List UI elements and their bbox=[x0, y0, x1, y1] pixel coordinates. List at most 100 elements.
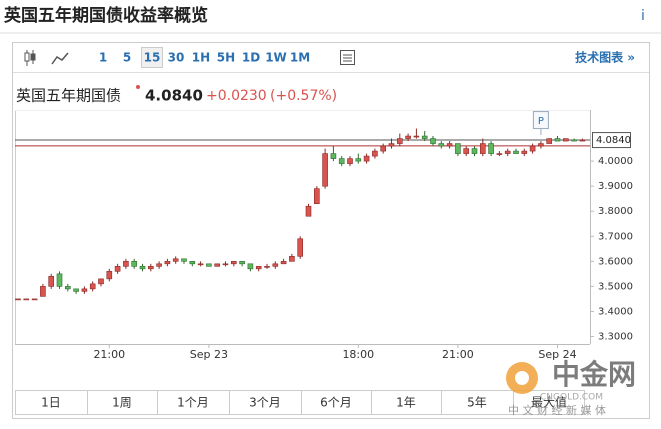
live-dot bbox=[136, 85, 140, 89]
candle-body bbox=[181, 258, 187, 262]
candle-body bbox=[139, 266, 146, 270]
candle-body bbox=[313, 188, 320, 204]
candle-icon[interactable] bbox=[24, 50, 36, 66]
info-icon[interactable]: i bbox=[641, 8, 645, 24]
candle-body bbox=[297, 238, 304, 257]
candle-body bbox=[272, 263, 279, 267]
watermark-site: CNGOLD.COM bbox=[540, 393, 603, 403]
candle-body bbox=[164, 261, 171, 265]
candle-body bbox=[31, 298, 38, 301]
candle-body bbox=[189, 261, 196, 265]
candle-body bbox=[131, 261, 137, 267]
candle-body bbox=[123, 261, 129, 267]
range-tab[interactable]: 5年 bbox=[467, 396, 487, 410]
candle-body bbox=[255, 266, 262, 270]
candle-body bbox=[479, 143, 486, 154]
range-tab[interactable]: 3个月 bbox=[249, 396, 281, 410]
candle-body bbox=[430, 138, 436, 144]
x-tick-label: 21:00 bbox=[442, 348, 474, 361]
candle-body bbox=[405, 135, 411, 139]
candle-body bbox=[197, 263, 204, 266]
y-tick-label: 3.3000 bbox=[598, 331, 633, 342]
candle-body bbox=[438, 143, 445, 147]
candle-body bbox=[554, 138, 561, 142]
interval-button[interactable]: 5H bbox=[217, 51, 235, 65]
interval-button[interactable]: 1 bbox=[99, 51, 107, 65]
quote-change: +0.0230 bbox=[206, 88, 267, 104]
quote-price: 4.0840 bbox=[145, 87, 203, 105]
page-title: 英国五年期国债收益率概览 bbox=[4, 5, 208, 26]
candle-body bbox=[231, 261, 237, 265]
flag-label[interactable]: P bbox=[538, 116, 544, 127]
range-tab[interactable]: 1个月 bbox=[177, 396, 209, 410]
candle-body bbox=[23, 298, 30, 301]
candle-body bbox=[106, 271, 113, 280]
candle-body bbox=[280, 261, 287, 265]
line-icon[interactable] bbox=[51, 52, 69, 65]
interval-button[interactable]: 1D bbox=[242, 51, 260, 65]
candle-body bbox=[239, 261, 245, 265]
candle-body bbox=[347, 158, 353, 164]
y-tick-label: 3.6000 bbox=[598, 256, 633, 267]
range-tab[interactable]: 最大值 bbox=[531, 395, 567, 410]
interval-button[interactable]: 5 bbox=[123, 51, 131, 65]
range-tabs: 1日 1周 1个月 3个月 6个月 1年 5年 最大值 bbox=[15, 390, 585, 415]
interval-button[interactable]: 1M bbox=[290, 51, 310, 65]
interval-button[interactable]: 1H bbox=[192, 51, 210, 65]
flag-box bbox=[532, 111, 549, 130]
candle-body bbox=[529, 145, 536, 152]
candle-body bbox=[98, 278, 104, 285]
y-tick-label: 3.7000 bbox=[598, 231, 633, 242]
candle-body bbox=[504, 150, 511, 154]
candle-body bbox=[114, 266, 121, 272]
y-tick-label: 3.4000 bbox=[598, 306, 633, 317]
range-tab[interactable]: 1年 bbox=[396, 396, 416, 410]
y-tick-label: 3.9000 bbox=[598, 181, 633, 192]
candle-body bbox=[15, 298, 21, 301]
candle-body bbox=[421, 135, 428, 139]
range-tab[interactable]: 6个月 bbox=[320, 396, 352, 410]
candle-body bbox=[380, 145, 387, 152]
candle-body bbox=[65, 286, 71, 290]
candle-body bbox=[247, 263, 254, 270]
candle-body bbox=[156, 263, 162, 267]
candle-body bbox=[521, 150, 528, 154]
interval-button[interactable]: 15 bbox=[144, 51, 161, 65]
candle-body bbox=[40, 286, 46, 297]
candle-body bbox=[388, 143, 395, 147]
watermark-brand: 中金网 bbox=[552, 358, 636, 391]
candle-body bbox=[372, 150, 378, 157]
watermark: 中金网 CNGOLD.COM 中 文 财 经 新 媒 体 bbox=[506, 358, 636, 417]
candle-body bbox=[471, 148, 478, 154]
candle-body bbox=[446, 143, 453, 147]
candle-body bbox=[363, 155, 370, 162]
candle-body bbox=[322, 153, 328, 187]
tabs-frame bbox=[15, 390, 585, 415]
range-tab[interactable]: 1周 bbox=[112, 396, 132, 410]
last-price-label: 4.0840 bbox=[596, 135, 631, 146]
y-tick-label: 3.5000 bbox=[598, 281, 633, 292]
range-tab[interactable]: 1日 bbox=[41, 396, 61, 410]
y-tick-label: 3.8000 bbox=[598, 206, 633, 217]
candle-body bbox=[206, 263, 212, 267]
candle-body bbox=[264, 266, 270, 268]
candle-body bbox=[546, 138, 553, 144]
interval-button[interactable]: 30 bbox=[168, 51, 185, 65]
x-tick-label: Sep 24 bbox=[538, 348, 576, 361]
tech-chart-link[interactable]: 技术图表 » bbox=[575, 50, 635, 65]
last-price-box bbox=[592, 132, 631, 149]
quote-name: 英国五年期国债 bbox=[16, 87, 121, 105]
interval-button[interactable]: 1W bbox=[265, 51, 287, 65]
candle-body bbox=[172, 258, 179, 262]
chart-type-icon[interactable] bbox=[340, 50, 355, 65]
candle-body bbox=[513, 150, 519, 154]
x-tick-label: Sep 23 bbox=[190, 348, 228, 361]
candle-body bbox=[396, 138, 403, 144]
watermark-logo-hole bbox=[515, 371, 529, 385]
interval-bar: 1 5 15 30 1H 5H 1D 1W 1M bbox=[99, 47, 310, 68]
candle-body bbox=[338, 158, 345, 164]
y-tick-label: 4.0000 bbox=[598, 156, 633, 167]
x-tick-label: 18:00 bbox=[342, 348, 374, 361]
